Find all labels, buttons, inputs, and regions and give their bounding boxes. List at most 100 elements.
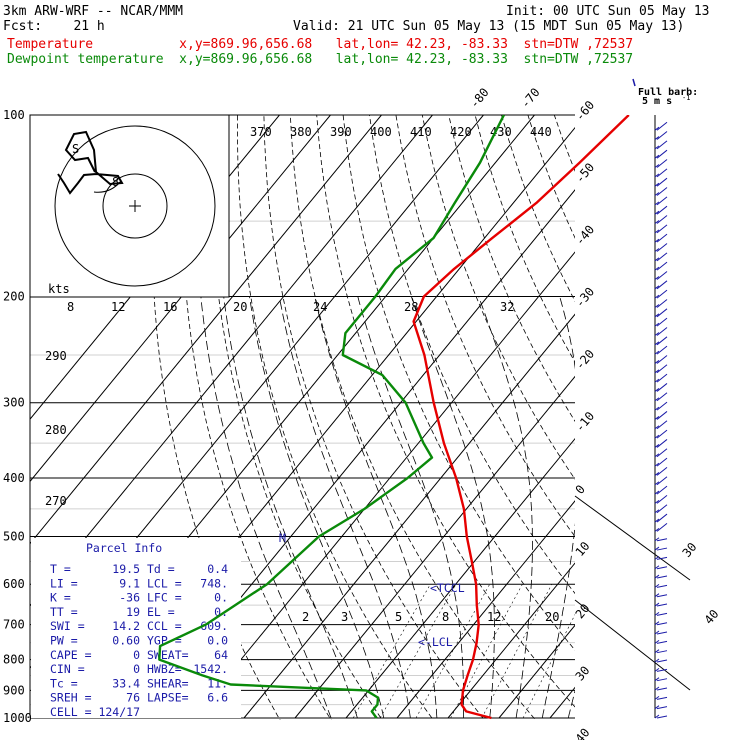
pressure-label-400: 400 xyxy=(3,471,25,485)
mixing-ratio-label-2: 2 xyxy=(302,610,309,624)
moist-adiabat-line xyxy=(591,297,706,731)
parcel-value: 11. xyxy=(207,676,228,690)
wind-barb-flag xyxy=(656,485,668,495)
mixing-ratio-lines xyxy=(352,584,575,719)
mixing-ratio-label-8: 8 xyxy=(442,610,449,624)
temperature-line xyxy=(412,115,630,720)
isotherm-label-10: 10 xyxy=(573,539,593,559)
wind-barb xyxy=(654,453,660,458)
theta-e-label-420: 420 xyxy=(450,125,472,139)
hodograph-ring-label-12: 12 xyxy=(111,300,125,314)
pressure-label-300: 300 xyxy=(3,396,25,410)
moist-adiabat-line xyxy=(541,296,575,720)
wind-barb-flag xyxy=(656,687,668,691)
parcel-value: 0.0 xyxy=(207,634,228,648)
isotherm-label-0: 0 xyxy=(573,482,588,497)
isotherm-line xyxy=(396,500,575,719)
wind-barb xyxy=(654,322,660,327)
theta-label-270: 270 xyxy=(45,494,67,508)
wind-barb-flag xyxy=(656,504,668,514)
dry-adiabat-line xyxy=(713,115,740,731)
isotherm-line xyxy=(447,562,575,719)
dry-adiabat-line xyxy=(289,115,537,720)
parcel-title: Parcel Info xyxy=(86,541,162,555)
wind-barb xyxy=(654,369,660,374)
parcel-label: SWEAT= xyxy=(147,648,189,662)
hodograph-ring-label-16: 16 xyxy=(163,300,177,314)
parcel-label: HWBZ= xyxy=(147,662,182,676)
moist-adiabats xyxy=(200,296,706,731)
wind-barb-flag xyxy=(656,168,668,178)
parcel-label: SHEAR= xyxy=(147,676,189,690)
parcel-label: CAPE = xyxy=(50,648,92,662)
dewpoint-series xyxy=(158,115,505,719)
wind-barb-flag xyxy=(656,299,668,308)
wind-barb xyxy=(654,546,660,551)
wind-barb-flag xyxy=(656,523,668,532)
wind-barb xyxy=(654,639,660,644)
hodograph-ring-label-24: 24 xyxy=(313,300,327,314)
wind-barb-flag xyxy=(656,233,668,243)
wind-barb-flag xyxy=(656,336,668,346)
moist-adiabat-line xyxy=(411,296,495,720)
wind-barb xyxy=(654,266,660,271)
wind-barb-flag xyxy=(656,140,668,150)
wind-barb xyxy=(654,667,660,672)
parcel-label: LCL = xyxy=(147,576,182,590)
isotherm-label--40: -40 xyxy=(573,222,598,248)
wind-barb xyxy=(654,276,660,280)
wind-barb-flag xyxy=(656,355,668,364)
wind-barb xyxy=(654,294,660,299)
theta-label-290: 290 xyxy=(45,349,67,363)
parcel-value: 19 xyxy=(126,605,140,619)
wind-barb xyxy=(654,360,660,364)
isotherm-label--60: -60 xyxy=(573,98,598,124)
isotherm-line xyxy=(294,375,575,719)
dry-adiabat-line xyxy=(634,115,740,731)
wind-barb-flag xyxy=(656,224,668,234)
theta-e-label-440: 440 xyxy=(530,125,552,139)
parcel-label: SWI = xyxy=(50,619,85,633)
wind-barb xyxy=(654,126,660,131)
wind-barb xyxy=(654,565,660,570)
wind-barb-flag xyxy=(656,575,668,579)
wind-barb xyxy=(654,285,660,290)
wind-barb-flag xyxy=(656,131,668,140)
dry-adiabat-line xyxy=(581,115,740,731)
mixing-ratio-line xyxy=(415,584,490,719)
wind-barb-flag xyxy=(656,495,668,504)
parcel-value: 6.6 xyxy=(207,691,228,705)
parcel-label: LFC = xyxy=(147,591,182,605)
wind-barb-flag xyxy=(656,187,668,196)
parcel-label: EL = xyxy=(147,605,175,619)
moist-adiabat-line xyxy=(314,296,438,720)
hodograph-ring-label-8: 8 xyxy=(67,300,74,314)
wind-barb xyxy=(654,210,660,215)
parcel-value: 76 xyxy=(126,691,140,705)
parcel-value: 19.5 xyxy=(112,562,140,576)
dry-adiabat-line xyxy=(686,115,740,731)
wind-barb xyxy=(654,714,660,719)
wind-barb xyxy=(654,621,660,626)
wind-barb xyxy=(654,378,660,383)
right-band-diagonal xyxy=(574,495,691,581)
theta-e-label-380: 380 xyxy=(290,125,312,139)
parcel-info-box: Parcel Info T = 19.5 Td = 0.4 LI = 9.1 LCL = 748… xyxy=(31,538,241,719)
wind-barb-flag xyxy=(656,392,668,402)
isotherm-label-30: 30 xyxy=(573,663,593,683)
wind-barb xyxy=(654,472,660,476)
barb-key-title: Full barb: xyxy=(638,87,698,98)
theta-e-label-400: 400 xyxy=(370,125,392,139)
mixing-ratio-label-20: 20 xyxy=(545,610,559,624)
wind-barb-flag xyxy=(656,706,668,710)
dry-adiabat-line xyxy=(421,115,575,480)
isotherm-label-right: 40 xyxy=(702,607,722,627)
wind-barb xyxy=(654,593,660,598)
sounding-traces xyxy=(158,115,630,720)
lcl-marker: <-LCL xyxy=(418,635,453,649)
wind-barb xyxy=(654,388,660,392)
isotherm-label-right: 30 xyxy=(680,540,700,560)
dry-adiabat-line xyxy=(316,115,575,708)
wind-barb xyxy=(654,238,660,243)
wind-barb xyxy=(654,182,660,187)
